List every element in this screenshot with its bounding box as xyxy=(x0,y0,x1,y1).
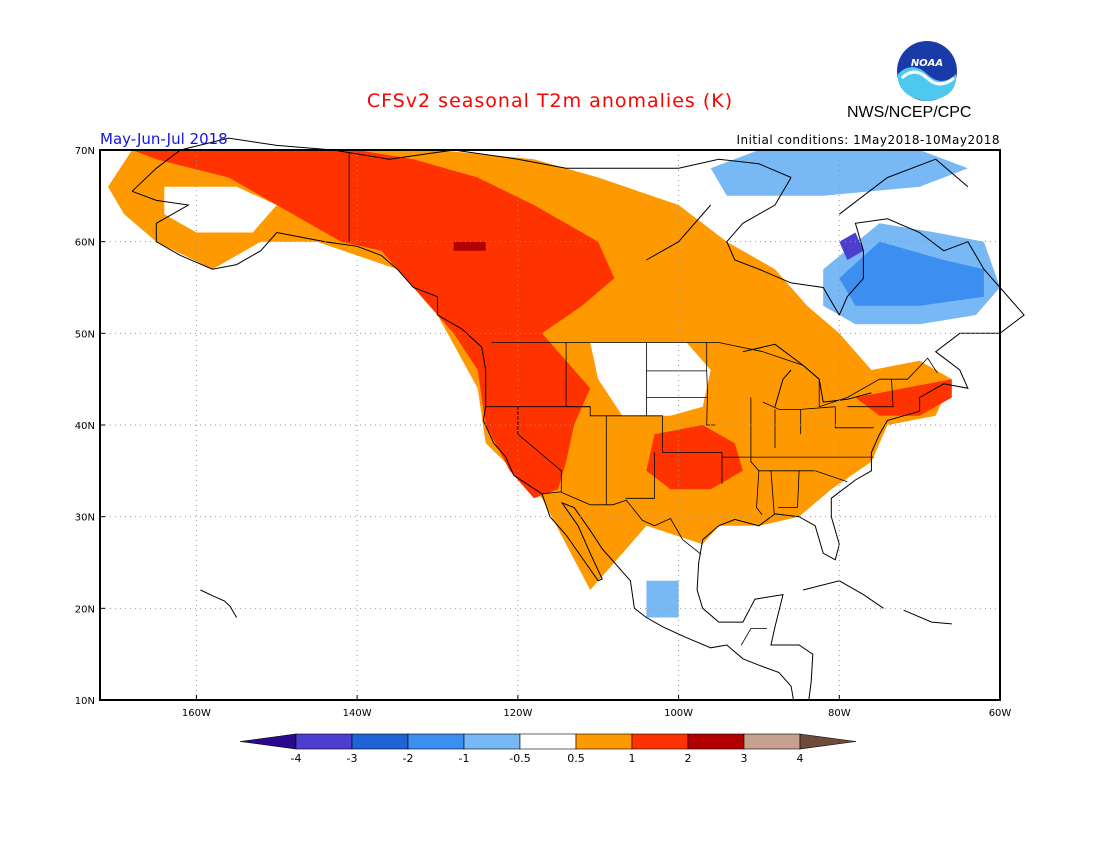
initial-conditions-label: Initial conditions: 1May2018-10May2018 xyxy=(736,133,1000,147)
colorbar-label: 0.5 xyxy=(567,752,585,765)
coast-east xyxy=(696,177,1025,701)
colorbar-label: -4 xyxy=(291,752,302,765)
colorbar-label: -1 xyxy=(459,752,470,765)
noaa-logo: NOAA xyxy=(897,41,957,101)
lon-tick-label: 100W xyxy=(664,708,693,719)
colorbar-label: -3 xyxy=(347,752,358,765)
coast-cuba xyxy=(802,580,884,609)
lat-lon-gridlines xyxy=(100,150,1000,700)
border-states-g xyxy=(706,342,717,426)
lon-tick-label: 80W xyxy=(828,708,851,719)
colorbar-label: 3 xyxy=(741,752,748,765)
lat-tick-label: 70N xyxy=(75,146,95,157)
lon-tick-label: 120W xyxy=(503,708,532,719)
colorbar-segment xyxy=(575,733,633,750)
border-states-e xyxy=(646,415,723,484)
border-states-s xyxy=(847,379,894,408)
colorbar-arrow-cold xyxy=(239,733,297,750)
colorbar-segment xyxy=(295,733,353,750)
colorbar-label: 4 xyxy=(797,752,804,765)
coast-hispaniola xyxy=(903,609,952,625)
coast-hawaii xyxy=(200,589,238,618)
agency-label: NWS/NCEP/CPC xyxy=(847,104,972,121)
border-us-canada xyxy=(491,342,938,408)
border-states-f xyxy=(625,452,655,499)
colorbar-label: 2 xyxy=(685,752,692,765)
lat-tick-label: 50N xyxy=(75,329,95,340)
longitude-labels: 160W 140W 120W 100W 80W 60W xyxy=(182,695,1011,719)
border-states-n xyxy=(762,401,836,410)
strong-warm-anomaly-plains xyxy=(646,425,743,490)
strong-warm-anomaly-west xyxy=(132,150,615,499)
colorbar-segment xyxy=(631,733,689,750)
lat-tick-label: 20N xyxy=(75,604,95,615)
border-states-o xyxy=(834,406,874,429)
colorbar-segment xyxy=(463,733,521,750)
lon-tick-label: 160W xyxy=(182,708,211,719)
border-states-r xyxy=(815,470,848,483)
lat-tick-label: 40N xyxy=(75,421,95,432)
coast-lake-michigan xyxy=(774,369,792,407)
map-title: CFSv2 seasonal T2m anomalies (K) xyxy=(366,90,734,112)
border-mexico-guatemala xyxy=(740,628,767,646)
colorbar-arrow-warm xyxy=(799,733,857,750)
lon-tick-label: 140W xyxy=(343,708,372,719)
border-states-a xyxy=(565,342,647,417)
political-borders xyxy=(348,152,938,646)
anomaly-shading xyxy=(108,150,1000,618)
lat-tick-label: 10N xyxy=(75,696,95,707)
cool-anomaly-core xyxy=(839,241,984,306)
border-states-l xyxy=(778,470,800,508)
coast-west xyxy=(131,190,794,701)
border-states-k xyxy=(770,470,775,514)
colorbar-segment xyxy=(519,733,577,750)
neutral-region-alaska xyxy=(164,186,277,233)
lon-tick-label: 60W xyxy=(989,708,1012,719)
colorbar-segment xyxy=(351,733,409,750)
strong-cool-cell xyxy=(839,232,864,260)
colorbar-segment xyxy=(407,733,465,750)
colorbar: -4 -3 -2 -1 -0.5 0.5 1 2 3 4 xyxy=(239,733,857,765)
colorbar-segment xyxy=(687,733,745,750)
coast-hudson-area xyxy=(646,204,712,261)
colorbar-segment xyxy=(743,733,801,750)
cool-anomaly-mexico xyxy=(646,580,679,618)
coast-baffin xyxy=(838,158,969,215)
colorbar-label: -2 xyxy=(403,752,414,765)
colorbar-label: 1 xyxy=(629,752,636,765)
border-us-mexico xyxy=(541,491,702,555)
logo-text: NOAA xyxy=(911,58,943,69)
very-warm-anomaly-cell xyxy=(453,241,486,251)
lat-tick-label: 30N xyxy=(75,513,95,524)
season-label: May-Jun-Jul 2018 xyxy=(100,130,228,148)
cool-anomaly-arctic xyxy=(710,150,968,196)
lat-tick-label: 60N xyxy=(75,238,95,249)
latitude-labels: 10N 20N 30N 40N 50N 60N 70N xyxy=(75,146,105,707)
colorbar-label: -0.5 xyxy=(509,752,530,765)
